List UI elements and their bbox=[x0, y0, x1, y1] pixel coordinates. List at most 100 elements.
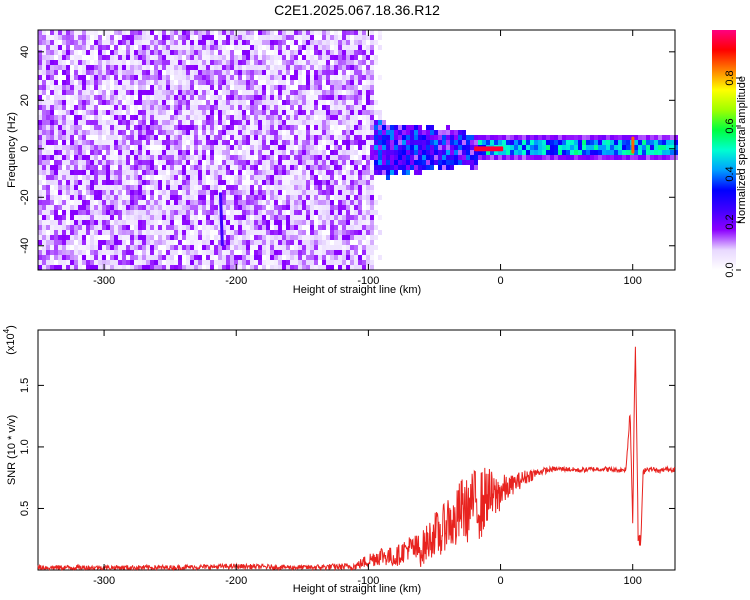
heatmap-cell bbox=[310, 40, 314, 45]
heatmap-cell bbox=[310, 160, 314, 165]
heatmap-cell bbox=[114, 110, 118, 115]
heatmap-cell bbox=[146, 245, 150, 250]
heatmap-cell bbox=[142, 255, 146, 260]
heatmap-cell bbox=[110, 60, 114, 65]
heatmap-cell bbox=[146, 105, 150, 110]
heatmap-cell bbox=[130, 265, 134, 270]
heatmap-cell bbox=[266, 215, 270, 220]
heatmap-cell bbox=[210, 220, 214, 225]
heatmap-cell bbox=[186, 200, 190, 205]
heatmap-cell bbox=[210, 135, 214, 140]
heatmap-cell bbox=[86, 200, 90, 205]
heatmap-cell bbox=[166, 50, 170, 55]
heatmap-cell bbox=[50, 30, 54, 35]
heatmap-cell bbox=[110, 265, 114, 270]
heatmap-cell bbox=[390, 135, 394, 140]
heatmap-cell bbox=[50, 160, 54, 165]
heatmap-cell bbox=[58, 210, 62, 215]
heatmap-cell bbox=[58, 35, 62, 40]
heatmap-cell bbox=[166, 45, 170, 50]
heatmap-cell bbox=[458, 140, 462, 145]
heatmap-cell bbox=[150, 265, 154, 270]
heatmap-cell bbox=[462, 130, 466, 135]
heatmap-cell bbox=[90, 195, 94, 200]
heatmap-cell bbox=[302, 215, 306, 220]
heatmap-cell bbox=[166, 125, 170, 130]
heatmap-cell bbox=[138, 210, 142, 215]
heatmap-cell bbox=[66, 70, 70, 75]
heatmap-cell bbox=[202, 230, 206, 235]
heatmap-cell bbox=[110, 185, 114, 190]
heatmap-cell bbox=[406, 140, 410, 145]
heatmap-cell bbox=[310, 70, 314, 75]
heatmap-cell bbox=[446, 165, 450, 170]
heatmap-cell bbox=[82, 170, 86, 175]
heatmap-cell bbox=[130, 140, 134, 145]
heatmap-cell bbox=[350, 55, 354, 60]
heatmap-cell bbox=[106, 40, 110, 45]
heatmap-cell bbox=[594, 155, 598, 160]
heatmap-cell bbox=[94, 135, 98, 140]
heatmap-cell bbox=[194, 145, 198, 150]
heatmap-cell bbox=[310, 235, 314, 240]
heatmap-cell bbox=[334, 110, 338, 115]
heatmap-cell bbox=[318, 200, 322, 205]
heatmap-cell bbox=[290, 90, 294, 95]
heatmap-cell bbox=[338, 205, 342, 210]
heatmap-cell bbox=[86, 205, 90, 210]
heatmap-cell bbox=[106, 190, 110, 195]
heatmap-cell bbox=[230, 45, 234, 50]
heatmap-cell bbox=[298, 50, 302, 55]
heatmap-cell bbox=[334, 45, 338, 50]
heatmap-cell bbox=[74, 90, 78, 95]
heatmap-cell bbox=[126, 80, 130, 85]
heatmap-cell bbox=[250, 220, 254, 225]
heatmap-cell bbox=[118, 200, 122, 205]
heatmap-cell bbox=[194, 250, 198, 255]
heatmap-cell bbox=[130, 65, 134, 70]
heatmap-cell bbox=[226, 120, 230, 125]
heatmap-cell bbox=[186, 105, 190, 110]
heatmap-cell bbox=[370, 60, 374, 65]
heatmap-cell bbox=[258, 125, 262, 130]
heatmap-cell bbox=[190, 250, 194, 255]
heatmap-cell bbox=[202, 70, 206, 75]
heatmap-cell bbox=[38, 135, 42, 140]
heatmap-cell bbox=[354, 90, 358, 95]
heatmap-cell bbox=[42, 120, 46, 125]
heatmap-cell bbox=[322, 55, 326, 60]
heatmap-cell bbox=[126, 125, 130, 130]
heatmap-cell bbox=[286, 225, 290, 230]
heatmap-cell bbox=[62, 75, 66, 80]
heatmap-cell bbox=[118, 230, 122, 235]
heatmap-cell bbox=[358, 70, 362, 75]
heatmap-cell bbox=[126, 210, 130, 215]
heatmap-cell bbox=[266, 155, 270, 160]
heatmap-cell bbox=[326, 230, 330, 235]
heatmap-cell bbox=[358, 220, 362, 225]
heatmap-cell bbox=[78, 145, 82, 150]
heatmap-cell bbox=[174, 210, 178, 215]
heatmap-cell bbox=[334, 55, 338, 60]
heatmap-cell bbox=[62, 130, 66, 135]
heatmap-cell bbox=[46, 175, 50, 180]
heatmap-cell bbox=[118, 75, 122, 80]
heatmap-cell bbox=[190, 110, 194, 115]
heatmap-cell bbox=[138, 40, 142, 45]
heatmap-cell bbox=[382, 165, 386, 170]
heatmap-cell bbox=[202, 125, 206, 130]
heatmap-cell bbox=[86, 210, 90, 215]
heatmap-cell bbox=[314, 195, 318, 200]
heatmap-cell bbox=[206, 250, 210, 255]
heatmap-cell bbox=[210, 225, 214, 230]
heatmap-cell bbox=[554, 150, 558, 155]
heatmap-cell bbox=[98, 70, 102, 75]
heatmap-cell bbox=[122, 70, 126, 75]
heatmap-cell bbox=[318, 165, 322, 170]
heatmap-cell bbox=[42, 150, 46, 155]
heatmap-cell bbox=[546, 150, 550, 155]
heatmap-cell bbox=[202, 180, 206, 185]
heatmap-cell bbox=[178, 35, 182, 40]
heatmap-cell bbox=[330, 90, 334, 95]
heatmap-cell bbox=[94, 65, 98, 70]
